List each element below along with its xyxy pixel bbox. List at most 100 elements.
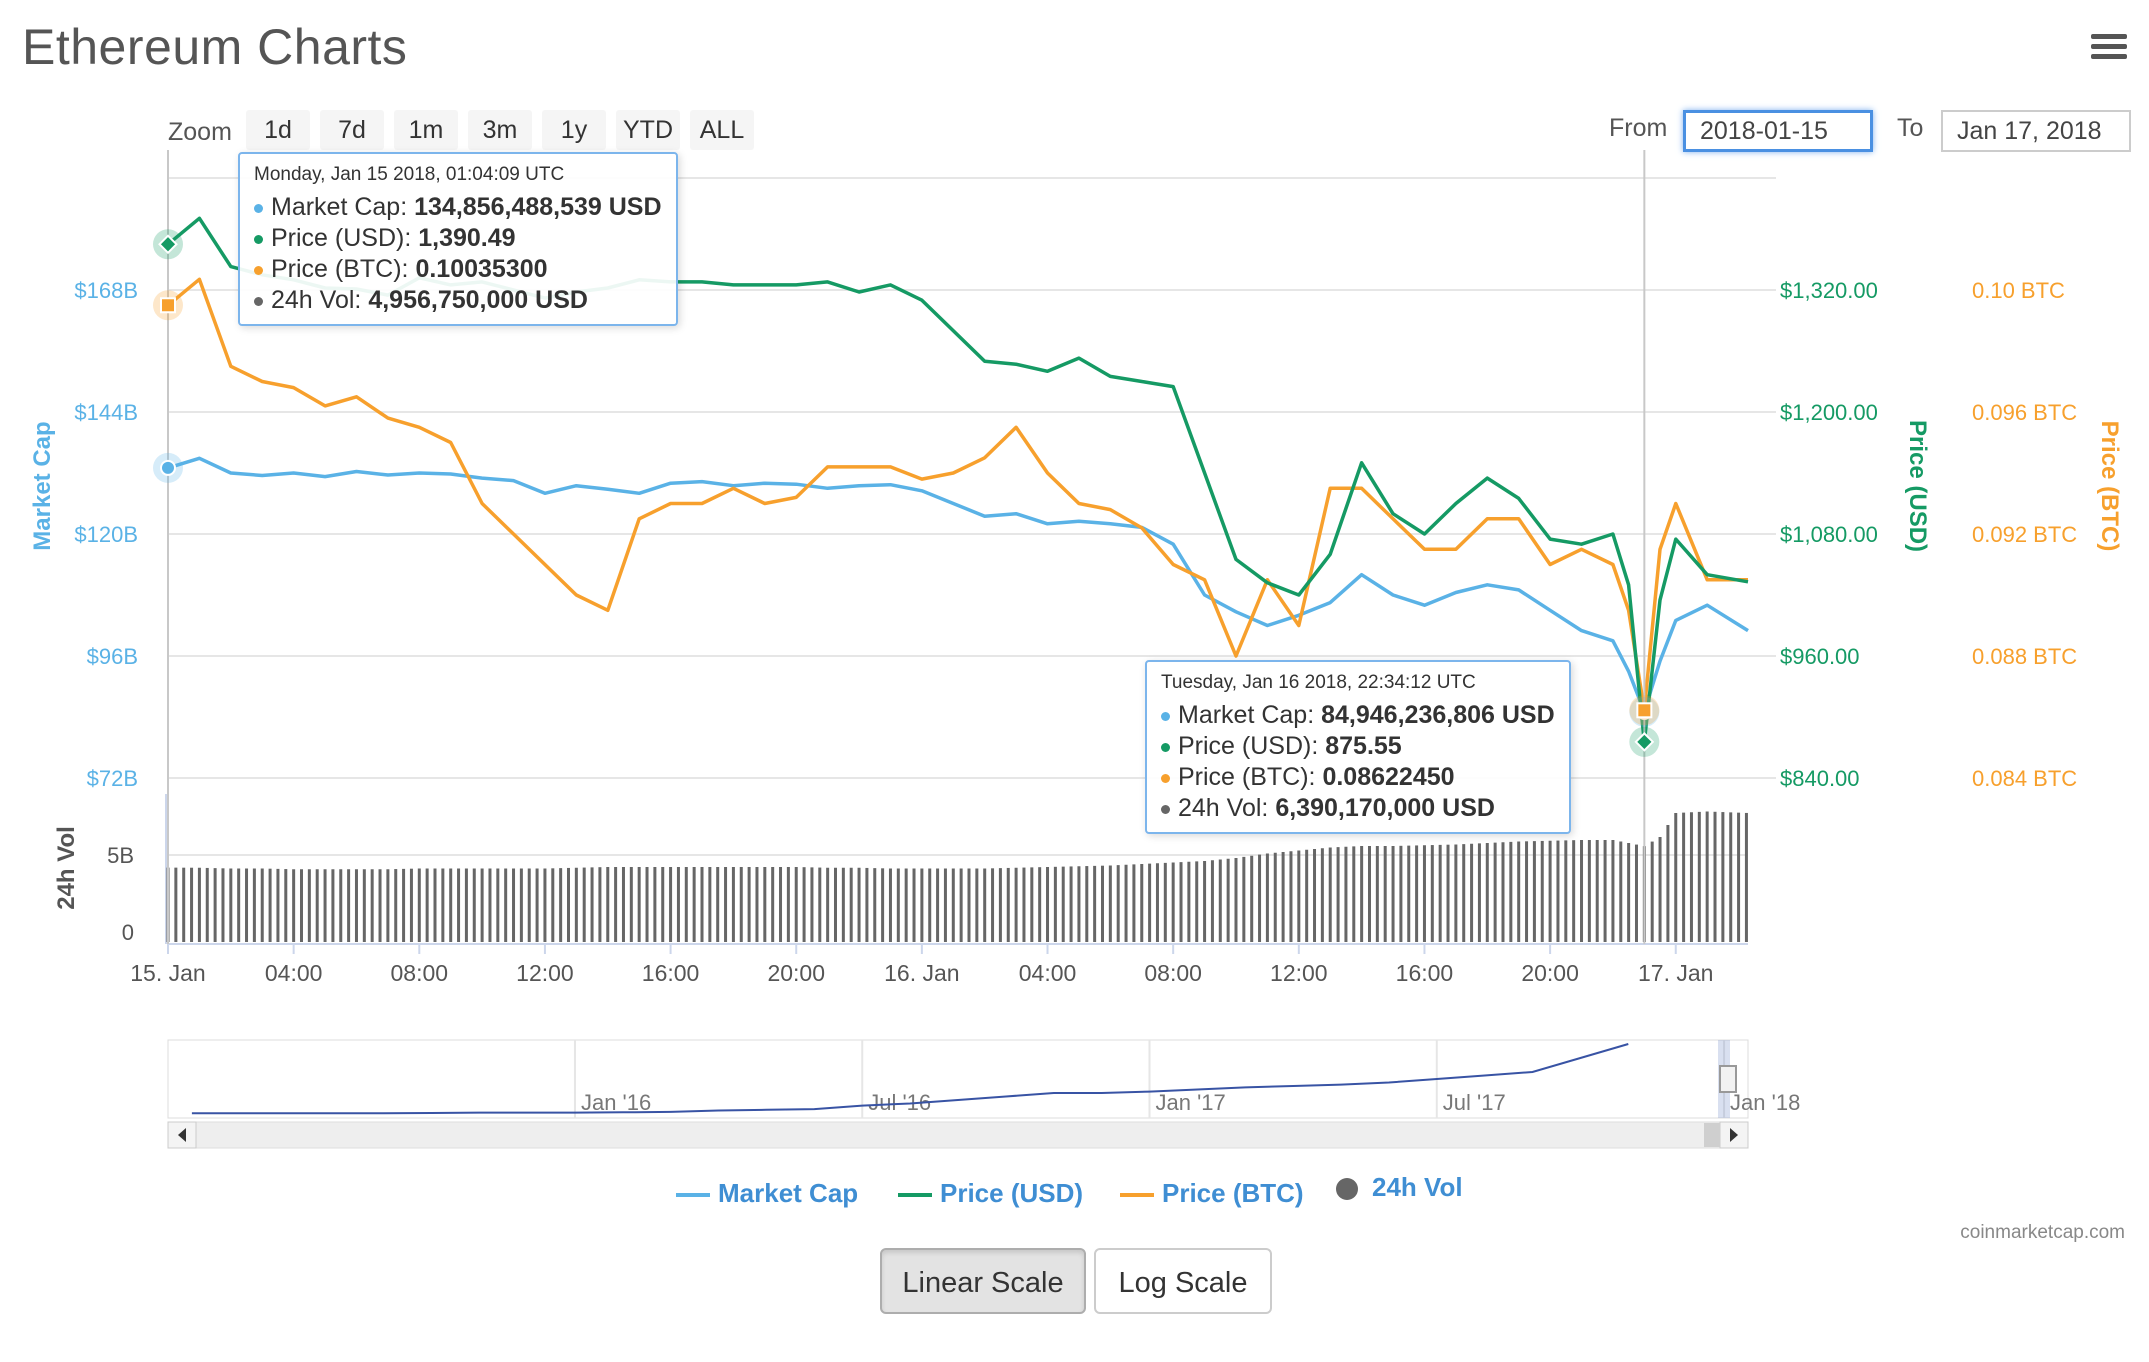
zoom-7d-button[interactable]: 7d [320,110,384,150]
zoom-ytd-button[interactable]: YTD [616,110,680,150]
price-btc-tick-label: 0.092 BTC [1972,522,2077,547]
legend-line-icon [676,1193,710,1198]
tooltip-label: 24h Vol: [271,286,362,314]
volume-bar [951,868,955,942]
zoom-1m-button[interactable]: 1m [394,110,458,150]
market-cap-line [167,456,1749,714]
volume-bar [292,869,296,942]
volume-bar [1085,866,1089,942]
x-tick-label: 12:00 [1270,960,1328,986]
volume-bar [1611,840,1615,942]
price-usd-tick-label: $1,080.00 [1780,522,1878,547]
volume-bar [873,868,877,942]
volume-bar [512,868,516,942]
volume-bar [724,867,728,942]
volume-bar [1124,864,1128,942]
volume-bar [409,868,413,942]
volume-bar [1454,844,1458,942]
volume-bar [1509,841,1513,942]
volume-bar [331,869,335,942]
volume-bar [252,868,256,942]
volume-bar [881,868,885,942]
volume-bar [998,868,1002,942]
volume-bar [818,867,822,942]
volume-bar [943,868,947,942]
volume-bar [488,868,492,942]
legend-price-usd[interactable]: Price (USD) [898,1178,1083,1209]
to-date-input[interactable] [1941,110,2131,152]
volume-bar [849,867,853,942]
volume-bar [1705,811,1709,942]
legend-label: Price (USD) [940,1178,1084,1208]
x-tick-label: 16:00 [1396,960,1454,986]
price-btc-tick-label: 0.10 BTC [1972,278,2065,303]
volume-bar [731,867,735,942]
volume-bar [1046,867,1050,942]
volume-bar [1163,862,1167,942]
volume-bar [1006,867,1010,942]
volume-bar [1666,825,1670,942]
volume-bar [700,867,704,942]
x-tick-label: 12:00 [516,960,574,986]
volume-bar [1061,866,1065,942]
volume-bar [1014,867,1018,942]
volume-bar [1587,840,1591,942]
volume-bar [417,868,421,942]
volume-tick-label: 0 [122,920,134,945]
price-usd-marker [158,234,178,255]
volume-bar [1187,861,1191,942]
price-usd-tick-label: $1,320.00 [1780,278,1878,303]
zoom-1y-button[interactable]: 1y [542,110,606,150]
legend-label: Price (BTC) [1162,1178,1304,1208]
tooltip-volume: 4,956,750,000 USD [368,286,588,314]
price-usd-marker [1634,732,1655,752]
legend-price-btc[interactable]: Price (BTC) [1120,1178,1304,1209]
x-tick-label: 15. Jan [130,960,205,986]
legend-market-cap[interactable]: Market Cap [676,1178,858,1209]
volume-bar [1328,847,1332,942]
volume-bar [315,869,319,942]
volume-bar [237,868,241,942]
legend-dot-icon [1336,1178,1358,1201]
zoom-all-button[interactable]: ALL [690,110,754,150]
volume-bar [959,868,963,942]
volume-bar [1438,844,1442,942]
volume-bar [747,867,751,942]
volume-bar [268,868,272,942]
tooltip-label: Market Cap: [1178,701,1315,729]
volume-bar [1540,840,1544,942]
volume-bar [802,867,806,942]
volume-bar [763,867,767,942]
price-usd-axis-title: Price (USD) [1904,420,1931,552]
volume-bar [1721,812,1725,942]
scrollbar-thumb [1704,1123,1720,1147]
volume-bar [1148,863,1152,942]
volume-bar [606,867,610,942]
volume-bar [967,868,971,942]
volume-bar [425,868,429,942]
zoom-1d-button[interactable]: 1d [246,110,310,150]
volume-bar [1477,843,1481,942]
volume-bar [1313,849,1317,942]
volume-bar [1140,864,1144,942]
volume-bar [1564,840,1568,942]
legend-24h-vol[interactable]: 24h Vol [1336,1172,1463,1203]
volume-bar [991,868,995,942]
volume-bar [449,868,453,942]
volume-bar [182,867,186,942]
volume-bar [1234,858,1238,942]
volume-bar [676,867,680,942]
credit-link[interactable]: coinmarketcap.com [1960,1222,2125,1243]
x-tick-label: 08:00 [391,960,449,986]
zoom-3m-button[interactable]: 3m [468,110,532,150]
from-date-input[interactable] [1683,110,1873,152]
log-scale-button[interactable]: Log Scale [1094,1248,1272,1314]
volume-bar [480,868,484,942]
volume-bar [1053,866,1057,942]
volume-bar [1038,867,1042,942]
x-tick-label: 04:00 [265,960,323,986]
volume-bar [912,868,916,942]
navigator-label: Jan '16 [581,1090,651,1115]
hamburger-menu-icon[interactable] [2091,34,2127,60]
linear-scale-button[interactable]: Linear Scale [880,1248,1086,1314]
